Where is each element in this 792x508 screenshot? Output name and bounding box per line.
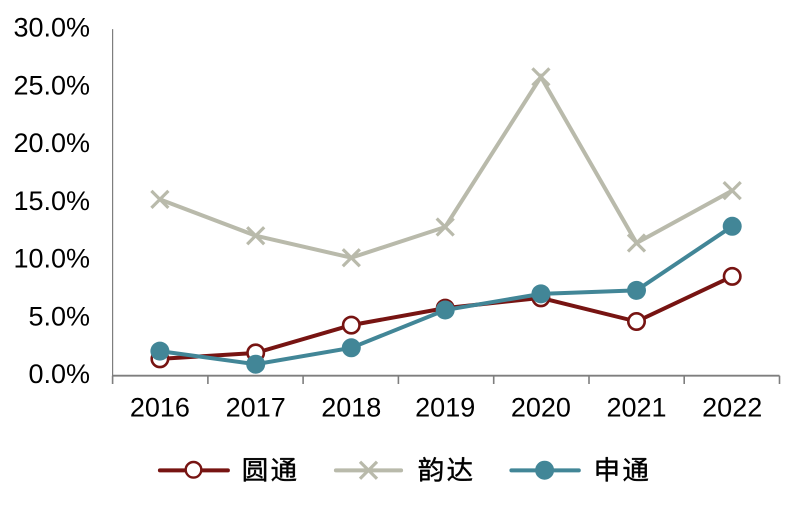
svg-text:2016: 2016: [130, 393, 190, 423]
svg-text:15.0%: 15.0%: [13, 186, 90, 216]
svg-text:20.0%: 20.0%: [13, 128, 90, 158]
svg-text:5.0%: 5.0%: [28, 301, 90, 331]
svg-text:25.0%: 25.0%: [13, 70, 90, 100]
svg-text:2020: 2020: [511, 393, 571, 423]
svg-text:2019: 2019: [415, 393, 475, 423]
svg-text:2017: 2017: [226, 393, 286, 423]
svg-text:2021: 2021: [606, 393, 666, 423]
svg-text:2022: 2022: [702, 393, 762, 423]
svg-text:2018: 2018: [321, 393, 381, 423]
svg-text:10.0%: 10.0%: [13, 244, 90, 274]
svg-text:30.0%: 30.0%: [13, 13, 90, 43]
svg-text:0.0%: 0.0%: [28, 359, 90, 389]
